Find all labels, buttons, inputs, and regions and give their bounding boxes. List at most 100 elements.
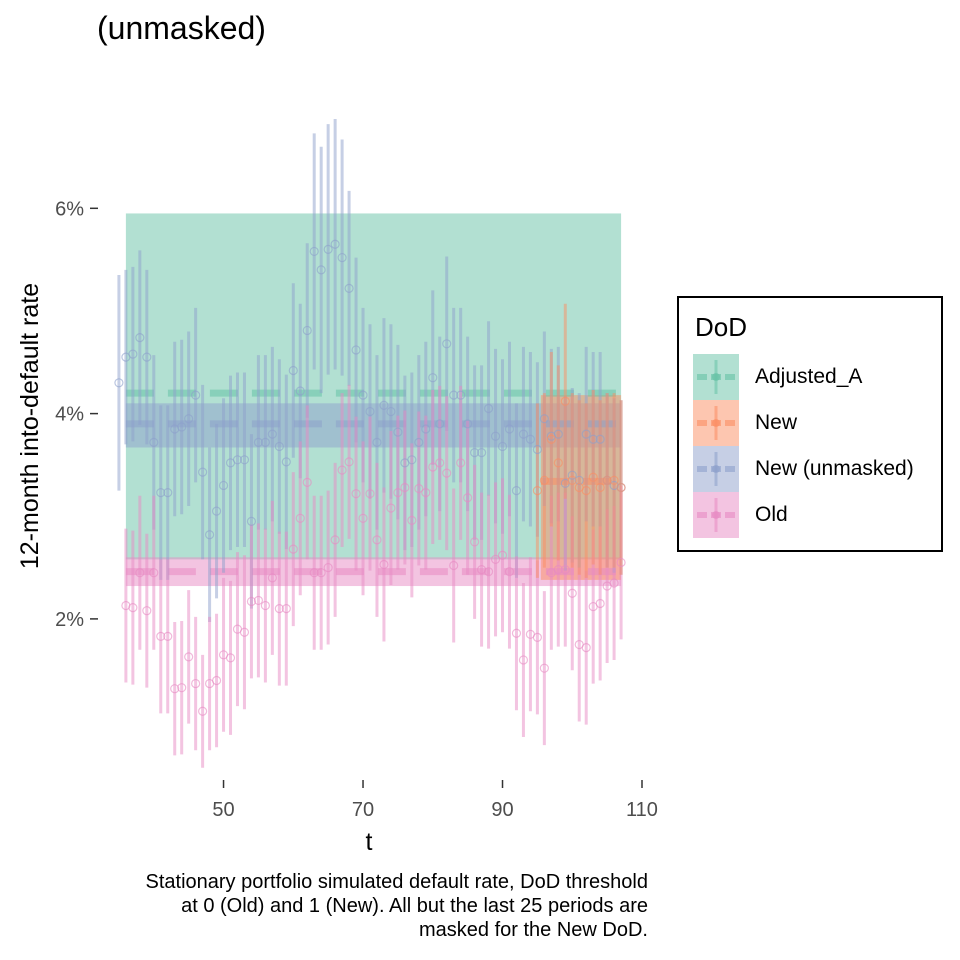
data-point-new bbox=[532, 485, 542, 496]
data-point-new bbox=[567, 475, 577, 485]
data-point-new bbox=[581, 485, 591, 496]
y-tick-label: 6% bbox=[55, 198, 84, 220]
data-point-new-unmasked bbox=[567, 470, 577, 480]
data-point-new-unmasked bbox=[532, 444, 542, 455]
data-point-new-unmasked bbox=[456, 390, 466, 400]
legend-key-new-unmasked bbox=[693, 446, 739, 492]
data-point-new-unmasked bbox=[274, 441, 284, 452]
data-point-old bbox=[400, 482, 410, 493]
data-point-old bbox=[246, 596, 257, 607]
data-point-old bbox=[539, 663, 549, 673]
caption-line: Stationary portfolio simulated default r… bbox=[145, 871, 649, 893]
caption-line: masked for the New DoD. bbox=[419, 919, 648, 941]
data-point-old bbox=[428, 462, 438, 472]
data-point-new-unmasked bbox=[595, 434, 605, 444]
data-points bbox=[114, 239, 626, 716]
data-point-old bbox=[239, 627, 250, 637]
data-point-new-unmasked bbox=[463, 419, 473, 429]
data-point-new-unmasked bbox=[428, 373, 438, 383]
data-point-old bbox=[449, 560, 459, 571]
data-point-new-unmasked bbox=[476, 448, 487, 458]
data-point-old bbox=[407, 515, 417, 525]
legend-label-new-unmasked: New (unmasked) bbox=[755, 457, 914, 480]
legend-title: DoD bbox=[695, 312, 748, 342]
data-point-old bbox=[504, 567, 515, 577]
data-point-new-unmasked bbox=[232, 455, 243, 465]
data-point-new-unmasked bbox=[470, 448, 480, 458]
data-point-old bbox=[616, 557, 626, 568]
legend-point-old bbox=[712, 511, 720, 519]
legend-point-adjusted-a bbox=[712, 373, 720, 381]
data-point-old bbox=[337, 465, 347, 475]
data-point-new-unmasked bbox=[114, 378, 124, 388]
data-point-new bbox=[616, 482, 626, 493]
data-point-new-unmasked bbox=[135, 333, 145, 343]
data-point-new bbox=[609, 475, 619, 485]
legend: DoD Adjusted_A New New (unmasked) Old bbox=[677, 296, 943, 552]
data-point-new bbox=[560, 396, 570, 406]
data-point-new-unmasked bbox=[149, 437, 159, 447]
data-point-new-unmasked bbox=[330, 239, 340, 249]
data-point-new-unmasked bbox=[539, 414, 549, 424]
data-point-new-unmasked bbox=[421, 424, 431, 434]
data-point-old bbox=[595, 598, 605, 609]
data-point-old bbox=[149, 568, 159, 578]
data-point-new-unmasked bbox=[574, 475, 584, 485]
data-point-old bbox=[442, 468, 452, 478]
data-point-new-unmasked bbox=[351, 345, 361, 355]
data-point-old bbox=[323, 562, 333, 573]
data-point-new-unmasked bbox=[253, 437, 264, 447]
data-point-new bbox=[546, 434, 556, 444]
data-point-old bbox=[274, 604, 284, 614]
data-point-new-unmasked bbox=[142, 352, 152, 362]
data-point-old bbox=[358, 513, 368, 523]
data-point-old bbox=[184, 652, 194, 662]
data-point-new-unmasked bbox=[218, 480, 229, 491]
data-point-new-unmasked bbox=[588, 434, 598, 444]
data-point-new-unmasked bbox=[511, 485, 522, 496]
data-point-new-unmasked bbox=[504, 424, 515, 434]
data-point-old bbox=[253, 595, 264, 606]
data-point-new-unmasked bbox=[204, 530, 215, 540]
data-point-new-unmasked bbox=[518, 429, 529, 439]
data-point-new-unmasked bbox=[246, 516, 257, 526]
data-point-new-unmasked bbox=[386, 406, 396, 417]
data-point-new-unmasked bbox=[372, 437, 382, 447]
data-point-new bbox=[602, 475, 612, 485]
data-point-new-unmasked bbox=[211, 506, 222, 516]
x-tick-label: 50 bbox=[212, 799, 234, 821]
data-point-old bbox=[142, 606, 152, 616]
data-point-new-unmasked bbox=[337, 252, 347, 263]
data-point-old bbox=[553, 565, 563, 575]
legend-item-new-unmasked: New (unmasked) bbox=[693, 446, 933, 492]
data-point-old bbox=[518, 655, 529, 665]
legend-label-old: Old bbox=[755, 503, 788, 526]
data-point-new-unmasked bbox=[435, 419, 445, 429]
x-tick-label: 70 bbox=[352, 799, 374, 821]
data-point-old bbox=[156, 631, 166, 641]
data-point-old bbox=[456, 458, 466, 468]
data-point-old bbox=[581, 643, 591, 653]
data-point-new-unmasked bbox=[358, 390, 368, 400]
data-point-new-unmasked bbox=[442, 339, 452, 349]
data-point-old bbox=[511, 628, 522, 638]
legend-item-new: New bbox=[693, 400, 933, 446]
legend-point-new bbox=[712, 419, 720, 427]
data-point-old bbox=[128, 603, 138, 613]
data-point-old bbox=[421, 488, 431, 498]
data-point-new-unmasked bbox=[581, 429, 591, 439]
data-point-new-unmasked bbox=[191, 390, 201, 400]
data-point-new-unmasked bbox=[553, 429, 563, 439]
data-point-new-unmasked bbox=[344, 283, 354, 293]
data-point-old bbox=[330, 535, 340, 545]
legend-item-adjusted-a: Adjusted_A bbox=[693, 354, 933, 400]
data-point-old bbox=[365, 489, 375, 499]
data-point-old bbox=[281, 604, 291, 614]
data-point-old bbox=[260, 600, 270, 611]
data-point-new-unmasked bbox=[407, 455, 417, 465]
data-point-new-unmasked bbox=[281, 457, 291, 467]
data-point-new-unmasked bbox=[288, 365, 298, 376]
x-tick-label: 90 bbox=[491, 799, 513, 821]
data-point-old bbox=[435, 458, 445, 468]
